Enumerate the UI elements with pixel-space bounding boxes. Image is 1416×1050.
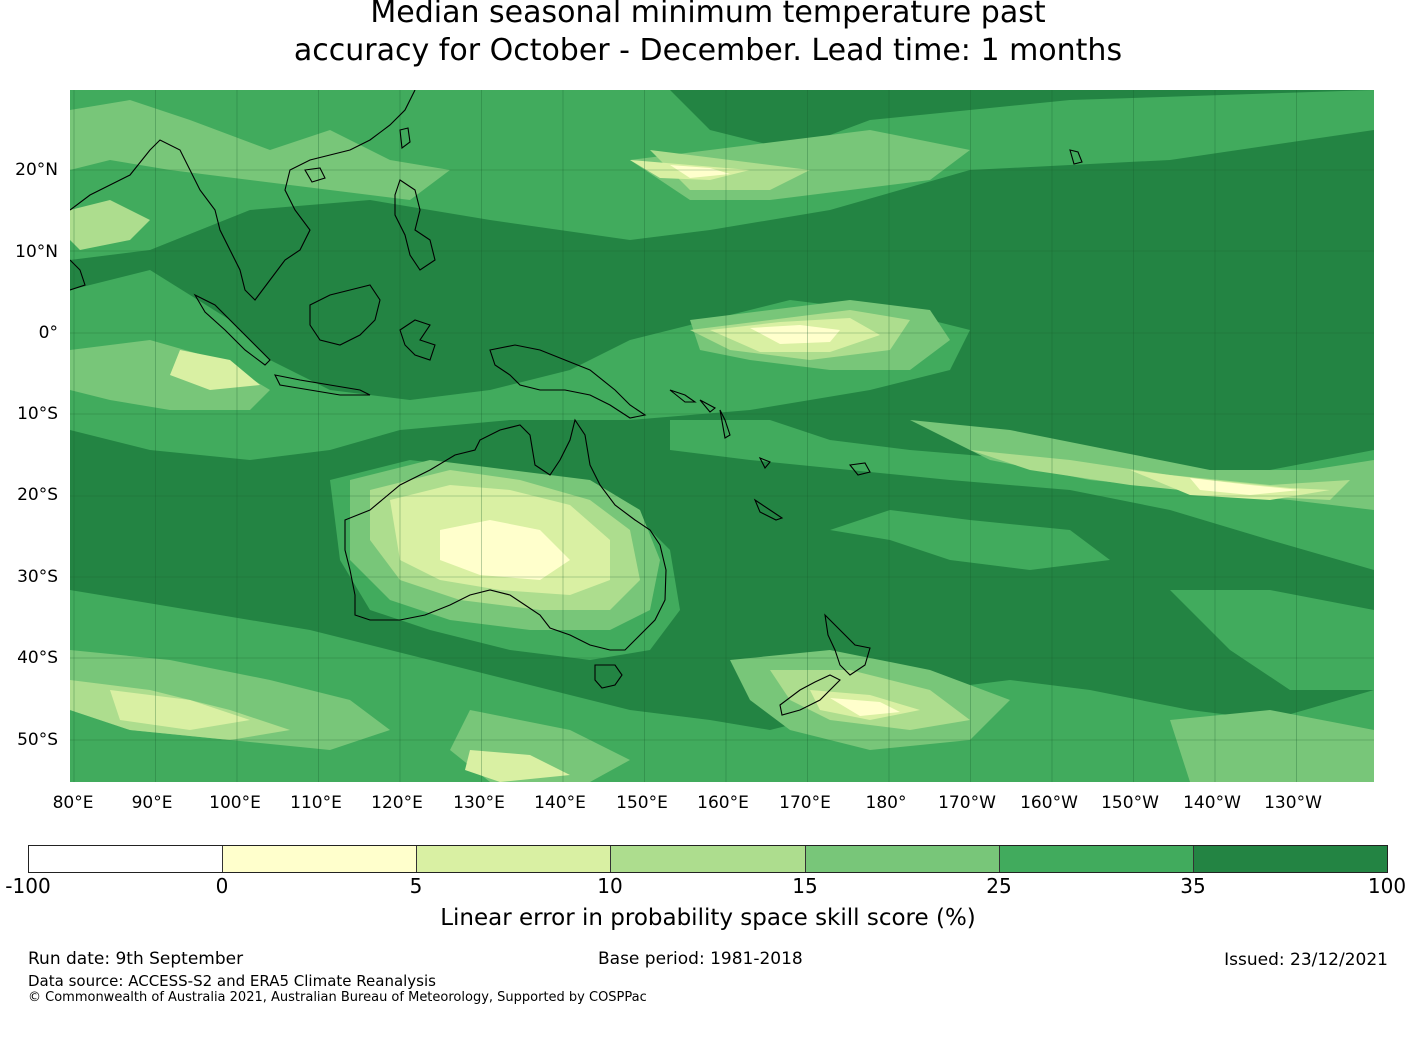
- coastline-hawaii: [1069, 149, 1083, 165]
- data-source: Data source: ACCESS-S2 and ERA5 Climate …: [28, 972, 436, 990]
- lat-label-10s: 10°S: [17, 404, 58, 424]
- lat-label-20n: 20°N: [15, 160, 58, 180]
- lon-label-140w: 140°W: [1183, 793, 1241, 813]
- coastline-vanuatu: [719, 409, 771, 469]
- colorbar-segment: [611, 846, 806, 872]
- lon-label-80e: 80°E: [52, 793, 94, 813]
- colorbar-segment: [29, 846, 224, 872]
- lon-label-130e: 130°E: [453, 793, 505, 813]
- colorbar-tick-label: 5: [409, 874, 423, 898]
- colorbar-segment: [223, 846, 418, 872]
- coastline-solomon-islands: [669, 389, 716, 413]
- coastline-australia: [344, 418, 667, 651]
- coastline-new-guinea: [489, 344, 647, 419]
- coastline-asia-mainland: [70, 90, 416, 301]
- lat-label-50s: 50°S: [17, 730, 58, 750]
- coastlines: [70, 90, 1083, 716]
- colorbar-segment: [1193, 846, 1387, 872]
- map-gridlines: [70, 90, 1374, 782]
- lon-label-110e: 110°E: [290, 793, 342, 813]
- map-title-line-1: Median seasonal minimum temperature past: [370, 0, 1046, 30]
- lon-label-140e: 140°E: [534, 793, 586, 813]
- lon-label-180: 180°: [865, 793, 907, 813]
- coastline-new-zealand-south: [779, 674, 841, 716]
- skill-field: [70, 90, 1374, 782]
- coastline-sulawesi: [399, 319, 436, 361]
- colorbar-segment: [805, 846, 1000, 872]
- lon-label-130w: 130°W: [1264, 793, 1322, 813]
- lon-label-90e: 90°E: [131, 793, 173, 813]
- map-title-line-2: accuracy for October - December. Lead ti…: [293, 33, 1123, 68]
- base-period: Base period: 1981-2018: [598, 949, 803, 969]
- issued-date: Issued: 23/12/2021: [1224, 950, 1388, 970]
- coastline-new-zealand-north: [824, 613, 871, 676]
- colorbar-tick-label: 0: [215, 874, 229, 898]
- lat-label-30s: 30°S: [17, 567, 58, 587]
- colorbar-label: Linear error in probability space skill …: [440, 905, 976, 931]
- colorbar-tick-label: -100: [5, 874, 51, 898]
- colorbar-tick-label: 35: [1180, 874, 1206, 898]
- coastline-hainan: [304, 167, 326, 183]
- coastline-india: [70, 259, 86, 291]
- colorbar-segment: [999, 846, 1194, 872]
- coastline-new-caledonia: [753, 498, 784, 521]
- colorbar-tick-label: 100: [1367, 874, 1407, 898]
- coastline-philippines: [394, 179, 436, 271]
- colorbar-tick-label: 10: [597, 874, 623, 898]
- colorbar-segment: [417, 846, 612, 872]
- lon-label-170w: 170°W: [938, 793, 996, 813]
- lat-label-40s: 40°S: [17, 648, 58, 668]
- coastline-tasmania: [594, 664, 623, 689]
- coastline-sumatra: [193, 293, 271, 366]
- colorbar-tick-label: 25: [986, 874, 1012, 898]
- lon-label-170e: 170°E: [779, 793, 831, 813]
- lon-label-150e: 150°E: [616, 793, 668, 813]
- run-date: Run date: 9th September: [28, 949, 244, 969]
- lat-label-10n: 10°N: [15, 242, 58, 262]
- coastline-java: [274, 374, 371, 396]
- skill-band-0-5: [440, 165, 1300, 716]
- lon-label-160w: 160°W: [1020, 793, 1078, 813]
- lon-label-120e: 120°E: [371, 793, 423, 813]
- lon-label-150w: 150°W: [1101, 793, 1159, 813]
- colorbar-tick-label: 15: [792, 874, 818, 898]
- coastline-borneo: [309, 284, 381, 346]
- lat-label-20s: 20°S: [17, 485, 58, 505]
- copyright: © Commonwealth of Australia 2021, Austra…: [28, 990, 647, 1005]
- coastline-taiwan: [399, 127, 411, 150]
- skill-score-map: [70, 90, 1374, 782]
- colorbar: [28, 845, 1388, 873]
- lat-label-0: 0°: [38, 323, 58, 343]
- coastline-fiji: [848, 462, 871, 476]
- lon-label-100e: 100°E: [209, 793, 261, 813]
- lon-label-160e: 160°E: [697, 793, 749, 813]
